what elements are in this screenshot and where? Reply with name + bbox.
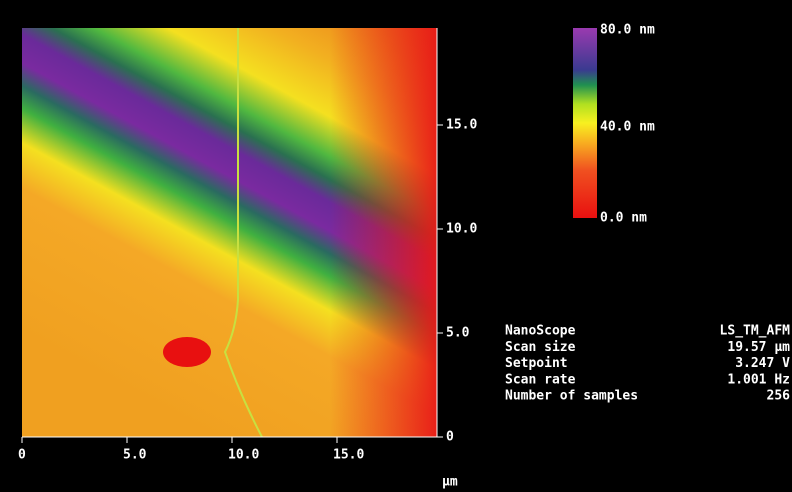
parameter-name: Number of samples — [505, 389, 638, 404]
x-unit: µm — [442, 475, 458, 490]
x-tick-label: 15.0 — [333, 448, 364, 463]
y-tick-label: 0 — [446, 430, 454, 445]
y-tick-label: 5.0 — [446, 326, 470, 341]
parameter-value: 19.57 µm — [727, 340, 790, 355]
parameter-name: Setpoint — [505, 356, 568, 371]
parameter-value: LS_TM_AFM — [720, 324, 791, 339]
parameter-value: 3.247 V — [735, 356, 790, 371]
colorbar — [573, 28, 597, 218]
parameter-value: 256 — [767, 389, 791, 404]
colorbar-label: 40.0 nm — [600, 120, 655, 135]
y-tick-label: 10.0 — [446, 222, 477, 237]
colorbar-label: 0.0 nm — [600, 211, 647, 226]
x-tick-label: 5.0 — [123, 448, 147, 463]
parameter-name: NanoScope — [505, 324, 576, 339]
x-tick-label: 0 — [18, 448, 26, 463]
colorbar-label: 80.0 nm — [600, 23, 655, 38]
x-tick-label: 10.0 — [228, 448, 259, 463]
parameter-value: 1.001 Hz — [727, 372, 790, 387]
afm-image — [22, 28, 437, 437]
parameter-name: Scan rate — [505, 372, 576, 387]
parameter-name: Scan size — [505, 340, 576, 355]
y-tick-label: 15.0 — [446, 118, 477, 133]
